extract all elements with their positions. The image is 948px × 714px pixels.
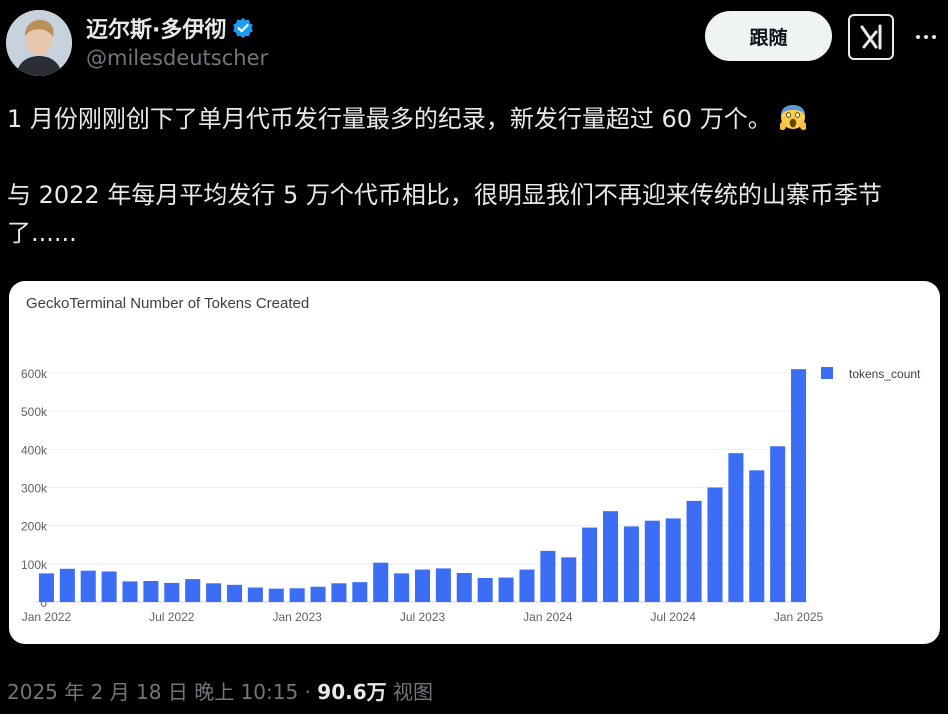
tweet-text: 1 月份刚刚创下了单月代币发行量最多的纪录，新发行量超过 60 万个。 与 20…: [7, 100, 937, 252]
tweet-line-1: 1 月份刚刚创下了单月代币发行量最多的纪录，新发行量超过 60 万个。: [7, 105, 772, 133]
bar-2022-02: [59, 568, 75, 602]
x-tick-label: Jan 2024: [523, 610, 573, 624]
legend-label: tokens_count: [849, 367, 921, 381]
bar-2023-07: [414, 569, 431, 602]
chart-card[interactable]: GeckoTerminal Number of Tokens Created 0…: [9, 281, 940, 644]
bar-2023-05: [373, 562, 389, 602]
bar-2022-07: [164, 582, 180, 602]
bar-2024-01: [540, 550, 556, 602]
follow-button[interactable]: 跟随: [705, 11, 832, 61]
bar-2024-11: [749, 470, 765, 602]
bar-2023-06: [394, 573, 410, 603]
grok-icon[interactable]: [848, 14, 894, 60]
meta-separator: ·: [304, 680, 311, 704]
x-tick-label: Jul 2022: [149, 610, 195, 624]
bar-2022-10: [226, 584, 242, 602]
y-tick-label: 500k: [21, 405, 48, 419]
y-tick-label: 600k: [21, 367, 48, 381]
bar-2024-08: [686, 500, 702, 602]
bar-2023-04: [352, 582, 368, 602]
tweet-line-2: 与 2022 年每月平均发行 5 万个代币相比，很明显我们不再迎来传统的山寨币季…: [7, 181, 882, 247]
bar-2023-02: [310, 586, 326, 602]
bar-2022-06: [143, 581, 159, 602]
bar-2023-09: [456, 572, 472, 602]
bar-2024-10: [728, 453, 744, 602]
bar-2023-03: [331, 583, 347, 602]
bar-chart: 0 100k 200k 300k 400k 500k 600k Jan 2022 Jul 202…: [21, 367, 921, 624]
chart-title: GeckoTerminal Number of Tokens Created: [26, 295, 310, 312]
y-tick-label: 100k: [21, 558, 48, 572]
avatar[interactable]: [6, 10, 72, 76]
bar-2024-04: [603, 511, 619, 602]
bar-2022-05: [122, 581, 138, 602]
x-tick-label: Jul 2024: [651, 610, 697, 624]
bar-2024-12: [770, 446, 786, 602]
views-label: 视图: [393, 680, 434, 704]
bar-2023-10: [477, 577, 493, 602]
verified-badge-icon[interactable]: [232, 17, 254, 39]
bar-2022-04: [101, 571, 117, 602]
bar-2024-06: [644, 520, 660, 602]
bar-2024-07: [665, 518, 681, 602]
bar-2022-01: [38, 573, 54, 603]
bar-2023-08: [435, 568, 451, 602]
bar-2022-11: [247, 587, 263, 602]
x-tick-label: Jan 2022: [22, 610, 72, 624]
tweet-timestamp[interactable]: 2025 年 2 月 18 日 晚上 10:15: [7, 680, 299, 704]
y-tick-label: 0: [40, 596, 47, 610]
bar-2024-02: [561, 557, 577, 602]
y-tick-label: 200k: [21, 520, 48, 534]
legend-swatch: [821, 367, 833, 379]
author-display-name[interactable]: 迈尔斯·多伊彻: [86, 12, 254, 44]
bar-2023-11: [498, 577, 514, 602]
author-handle[interactable]: @milesdeutscher: [86, 46, 269, 70]
display-name-text[interactable]: 迈尔斯·多伊彻: [86, 18, 227, 43]
bar-2024-09: [707, 487, 723, 602]
y-tick-label: 300k: [21, 482, 48, 496]
tweet-header: 迈尔斯·多伊彻 @milesdeutscher 跟随: [0, 0, 948, 90]
bar-2023-12: [519, 569, 535, 602]
scream-emoji-icon: [778, 103, 808, 133]
bar-2024-03: [582, 527, 598, 602]
bar-2022-12: [268, 588, 284, 602]
x-tick-label: Jul 2023: [400, 610, 446, 624]
bar-2024-05: [623, 526, 639, 602]
views-count: 90.6万: [317, 680, 387, 704]
x-tick-label: Jan 2025: [774, 610, 824, 624]
bar-2022-09: [206, 583, 222, 602]
more-options-icon[interactable]: [910, 22, 942, 52]
bar-2023-01: [289, 588, 305, 602]
tweet-meta: 2025 年 2 月 18 日 晚上 10:15 · 90.6万 视图: [7, 676, 433, 705]
x-tick-label: Jan 2023: [272, 610, 322, 624]
y-tick-label: 400k: [21, 443, 48, 457]
bar-2025-01: [791, 369, 807, 602]
bar-2022-08: [185, 579, 201, 602]
bar-2022-03: [80, 570, 96, 602]
